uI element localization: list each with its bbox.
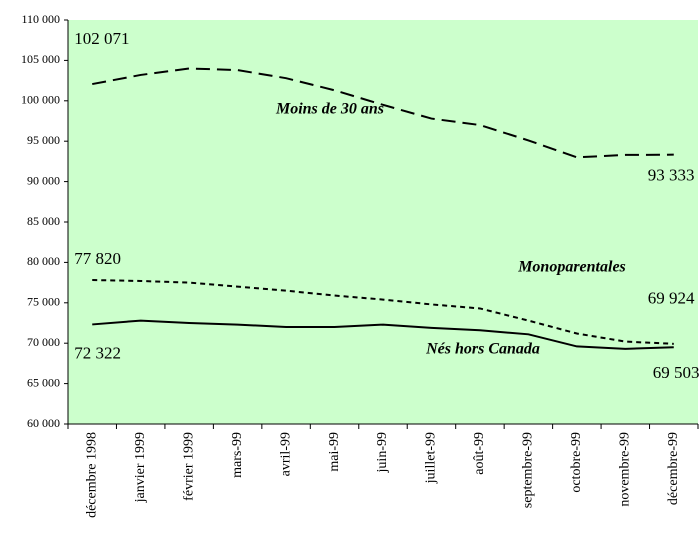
y-tick-label: 105 000 [21,52,60,66]
x-tick-label: septembre-99 [521,432,536,508]
x-tick-label: janvier 1999 [133,432,148,503]
series-name: Nés hors Canada [425,341,540,358]
series-name: Moins de 30 ans [275,101,384,118]
y-tick-label: 85 000 [27,214,60,228]
y-tick-label: 65 000 [27,375,60,389]
x-tick-label: mars-99 [230,432,245,478]
y-tick-label: 90 000 [27,173,60,187]
x-tick-label: décembre 1998 [84,432,99,518]
series-line [92,279,674,345]
x-tick-label: mai-99 [327,432,342,472]
x-tick-label: août-99 [472,432,487,475]
x-tick-label: novembre-99 [618,432,633,507]
value-label: 93 333 [648,166,695,185]
y-tick-label: 95 000 [27,133,60,147]
plot-area [68,20,698,424]
y-tick-label: 100 000 [21,93,60,107]
value-label: 72 322 [74,343,121,362]
value-label: 77 820 [74,249,121,268]
value-label: 69 503 [653,363,699,382]
x-tick-label: décembre-99 [666,432,681,505]
y-tick-label: 70 000 [27,335,60,349]
y-tick-label: 60 000 [27,416,60,430]
x-tick-label: octobre-99 [569,432,584,493]
y-tick-label: 80 000 [27,254,60,268]
y-tick-label: 75 000 [27,295,60,309]
y-tick-label: 110 000 [21,12,60,26]
x-tick-label: juillet-99 [424,432,439,484]
x-tick-label: avril-99 [278,432,293,476]
value-label: 69 924 [648,289,695,308]
series-line [92,67,674,159]
series-name: Monoparentales [517,259,626,276]
x-tick-label: juin-99 [375,432,390,473]
series-line [92,319,674,350]
x-tick-label: février 1999 [181,432,196,501]
value-label: 102 071 [74,29,129,48]
